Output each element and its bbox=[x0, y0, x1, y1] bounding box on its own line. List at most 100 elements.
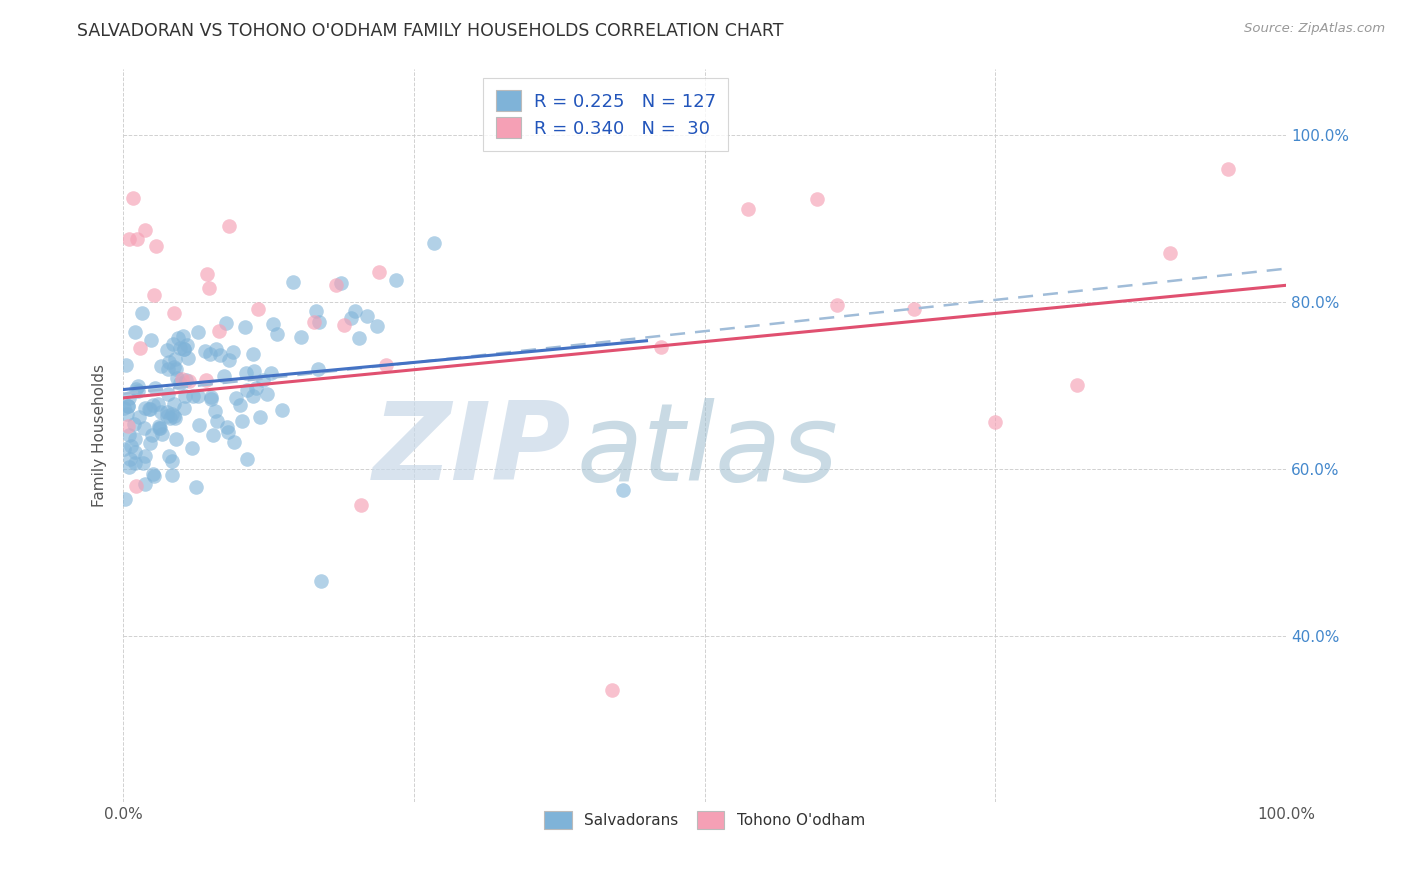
Point bbox=[128, 410, 150, 425]
Point bbox=[903, 302, 925, 317]
Point bbox=[163, 409, 186, 424]
Point bbox=[176, 338, 198, 352]
Point bbox=[256, 387, 278, 401]
Point bbox=[163, 397, 186, 411]
Point bbox=[177, 351, 200, 366]
Point bbox=[188, 417, 211, 432]
Point bbox=[127, 232, 149, 246]
Point bbox=[157, 354, 180, 368]
Point bbox=[173, 342, 195, 356]
Point bbox=[134, 449, 156, 463]
Point bbox=[139, 334, 162, 348]
Point bbox=[166, 371, 188, 385]
Point bbox=[162, 408, 184, 422]
Point bbox=[143, 287, 166, 301]
Point bbox=[120, 439, 142, 453]
Point bbox=[127, 384, 149, 398]
Point bbox=[125, 479, 148, 493]
Point bbox=[249, 409, 271, 424]
Point bbox=[270, 403, 292, 417]
Point bbox=[118, 232, 141, 246]
Point bbox=[132, 421, 155, 435]
Point bbox=[150, 359, 173, 374]
Point bbox=[156, 409, 179, 424]
Point bbox=[305, 303, 328, 318]
Point bbox=[160, 453, 183, 467]
Point bbox=[215, 316, 238, 330]
Point bbox=[181, 389, 204, 403]
Point bbox=[142, 398, 165, 412]
Point bbox=[117, 399, 139, 413]
Point bbox=[149, 404, 172, 418]
Point bbox=[114, 442, 136, 456]
Point bbox=[150, 426, 173, 441]
Point bbox=[198, 281, 221, 295]
Point bbox=[165, 351, 187, 366]
Point bbox=[247, 301, 270, 316]
Point bbox=[156, 387, 179, 401]
Point bbox=[124, 417, 146, 432]
Point bbox=[308, 315, 330, 329]
Point bbox=[165, 361, 187, 376]
Legend: Salvadorans, Tohono O'odham: Salvadorans, Tohono O'odham bbox=[538, 805, 870, 835]
Point bbox=[302, 315, 325, 329]
Point bbox=[308, 362, 330, 376]
Point bbox=[984, 415, 1007, 429]
Point bbox=[333, 318, 356, 333]
Point bbox=[187, 389, 209, 403]
Point bbox=[169, 341, 191, 355]
Point bbox=[194, 344, 217, 359]
Point bbox=[218, 219, 240, 234]
Point bbox=[145, 238, 167, 252]
Point bbox=[737, 202, 759, 216]
Point bbox=[167, 331, 190, 345]
Point bbox=[118, 392, 141, 406]
Point bbox=[235, 366, 257, 380]
Point bbox=[236, 451, 259, 466]
Point bbox=[217, 425, 239, 440]
Point bbox=[134, 401, 156, 416]
Point bbox=[156, 405, 179, 419]
Point bbox=[131, 306, 153, 320]
Point bbox=[233, 320, 256, 334]
Point bbox=[138, 435, 160, 450]
Point bbox=[172, 371, 194, 385]
Point bbox=[252, 373, 274, 387]
Point bbox=[385, 273, 408, 287]
Point bbox=[260, 366, 283, 380]
Point bbox=[121, 191, 143, 205]
Point bbox=[124, 445, 146, 459]
Point bbox=[148, 421, 170, 435]
Point bbox=[118, 460, 141, 475]
Point bbox=[163, 410, 186, 425]
Point bbox=[142, 467, 165, 482]
Point bbox=[281, 275, 304, 289]
Point bbox=[266, 327, 288, 342]
Point bbox=[235, 383, 257, 397]
Point bbox=[143, 381, 166, 395]
Point bbox=[242, 389, 264, 403]
Point bbox=[222, 345, 245, 359]
Point bbox=[169, 376, 191, 390]
Point bbox=[172, 329, 194, 343]
Point bbox=[825, 298, 848, 312]
Point bbox=[243, 364, 266, 378]
Text: Source: ZipAtlas.com: Source: ZipAtlas.com bbox=[1244, 22, 1385, 36]
Point bbox=[325, 278, 347, 293]
Point bbox=[148, 418, 170, 433]
Point bbox=[212, 368, 235, 383]
Point bbox=[806, 192, 828, 206]
Point bbox=[309, 574, 332, 589]
Text: atlas: atlas bbox=[576, 398, 838, 502]
Point bbox=[124, 456, 146, 470]
Point bbox=[343, 304, 366, 318]
Point bbox=[340, 310, 363, 325]
Point bbox=[138, 402, 160, 417]
Point bbox=[218, 353, 240, 368]
Point bbox=[146, 397, 169, 411]
Point bbox=[375, 358, 398, 372]
Point bbox=[162, 468, 184, 483]
Point bbox=[200, 347, 222, 361]
Point bbox=[174, 389, 197, 403]
Point bbox=[600, 682, 623, 697]
